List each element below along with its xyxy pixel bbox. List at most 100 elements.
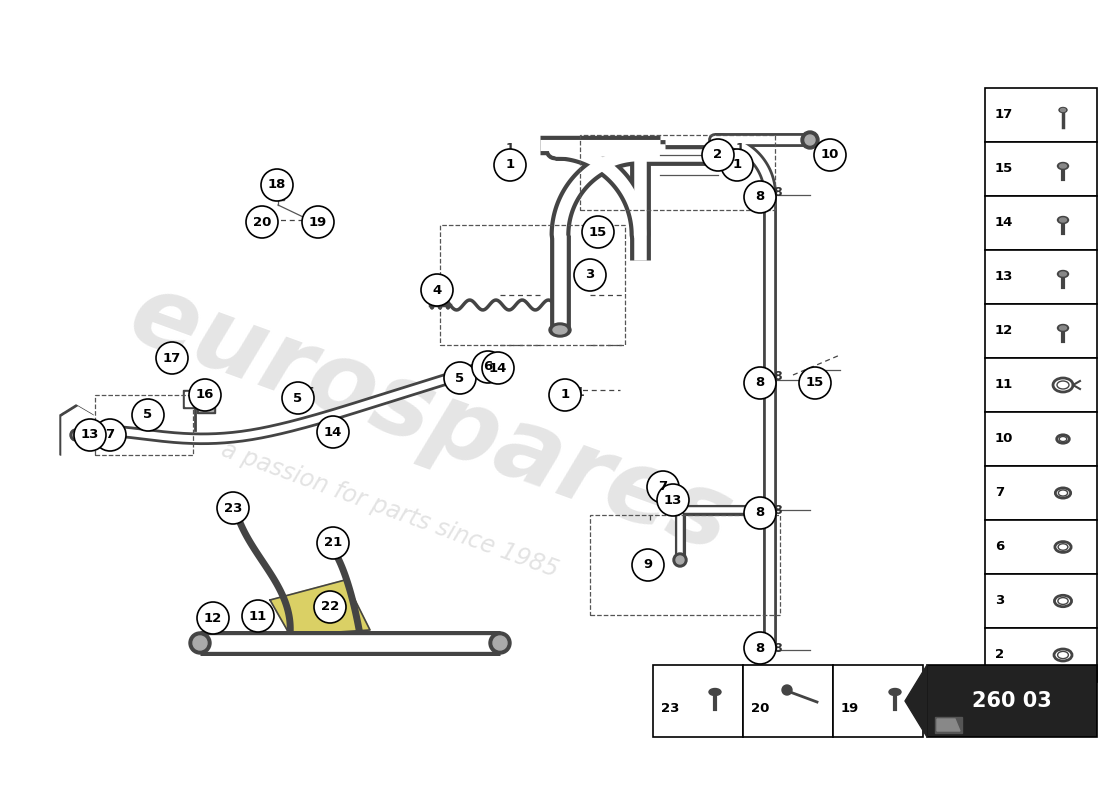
Bar — [984, 466, 1097, 520]
Bar — [580, 135, 776, 210]
Ellipse shape — [493, 636, 507, 650]
Bar — [653, 665, 742, 737]
Text: 19: 19 — [842, 702, 859, 715]
Text: 15: 15 — [806, 377, 824, 390]
Circle shape — [582, 216, 614, 248]
Ellipse shape — [801, 131, 820, 149]
Circle shape — [94, 419, 126, 451]
Polygon shape — [937, 719, 960, 731]
Circle shape — [156, 342, 188, 374]
Text: 2: 2 — [714, 149, 723, 162]
Ellipse shape — [446, 301, 450, 309]
Ellipse shape — [1058, 598, 1068, 605]
Ellipse shape — [490, 632, 512, 654]
Text: 3: 3 — [585, 269, 595, 282]
Text: 1: 1 — [736, 142, 745, 154]
Text: 9: 9 — [644, 558, 652, 571]
Circle shape — [744, 632, 775, 664]
Ellipse shape — [1057, 651, 1068, 658]
Ellipse shape — [1059, 218, 1067, 222]
Circle shape — [744, 181, 775, 213]
Text: 8: 8 — [756, 506, 764, 519]
Ellipse shape — [549, 323, 571, 337]
Text: 8: 8 — [756, 642, 764, 654]
Polygon shape — [905, 665, 927, 737]
Text: 16: 16 — [196, 389, 214, 402]
Text: 20: 20 — [751, 702, 769, 715]
Text: 23: 23 — [661, 702, 680, 715]
Text: 10: 10 — [996, 433, 1013, 446]
Bar — [199, 403, 213, 411]
Circle shape — [261, 169, 293, 201]
Ellipse shape — [1060, 109, 1066, 111]
Ellipse shape — [1059, 326, 1067, 330]
Ellipse shape — [1058, 544, 1068, 550]
Text: 14: 14 — [323, 426, 342, 438]
Text: 8: 8 — [773, 370, 782, 383]
Text: 20: 20 — [253, 215, 272, 229]
Bar — [984, 628, 1097, 682]
Text: 12: 12 — [996, 325, 1013, 338]
Bar — [984, 196, 1097, 250]
Bar — [277, 191, 284, 196]
Bar — [927, 665, 1097, 737]
Circle shape — [782, 685, 792, 695]
Text: 21: 21 — [323, 537, 342, 550]
Text: 15: 15 — [996, 162, 1013, 175]
Ellipse shape — [713, 148, 727, 162]
Text: eurospares: eurospares — [117, 266, 744, 574]
Bar — [440, 225, 625, 345]
Circle shape — [814, 139, 846, 171]
Text: 260 03: 260 03 — [972, 691, 1052, 711]
Bar — [272, 190, 284, 200]
Circle shape — [799, 367, 830, 399]
Ellipse shape — [1057, 270, 1068, 278]
Text: 5: 5 — [452, 371, 461, 385]
Circle shape — [444, 362, 476, 394]
Circle shape — [189, 379, 221, 411]
Ellipse shape — [438, 301, 442, 309]
Ellipse shape — [673, 553, 688, 567]
Bar — [984, 304, 1097, 358]
Ellipse shape — [1058, 490, 1068, 496]
Text: 22: 22 — [321, 601, 339, 614]
Circle shape — [242, 600, 274, 632]
Text: a passion for parts since 1985: a passion for parts since 1985 — [218, 438, 562, 582]
Circle shape — [482, 352, 514, 384]
Circle shape — [73, 432, 79, 438]
Text: 8: 8 — [756, 377, 764, 390]
Text: 5: 5 — [143, 409, 153, 422]
Ellipse shape — [1059, 437, 1067, 442]
Polygon shape — [60, 405, 94, 455]
Bar — [197, 401, 215, 413]
Bar — [590, 515, 780, 615]
Ellipse shape — [189, 632, 211, 654]
Text: 18: 18 — [267, 178, 286, 191]
Text: 6: 6 — [483, 361, 493, 374]
Ellipse shape — [430, 301, 434, 309]
Text: 1: 1 — [560, 389, 570, 402]
Bar — [984, 520, 1097, 574]
Text: 8: 8 — [773, 642, 782, 654]
Ellipse shape — [710, 144, 732, 166]
Circle shape — [324, 538, 336, 548]
Circle shape — [246, 206, 278, 238]
Text: 23: 23 — [223, 502, 242, 514]
Text: 11: 11 — [996, 378, 1013, 391]
Circle shape — [317, 416, 349, 448]
Circle shape — [317, 527, 349, 559]
Bar — [984, 250, 1097, 304]
Bar — [984, 358, 1097, 412]
Ellipse shape — [1059, 164, 1067, 168]
Text: 10: 10 — [821, 149, 839, 162]
Circle shape — [421, 274, 453, 306]
Ellipse shape — [889, 689, 901, 695]
Polygon shape — [270, 580, 370, 635]
Text: 8: 8 — [756, 190, 764, 203]
Bar — [95, 395, 192, 455]
Text: 19: 19 — [309, 215, 327, 229]
Bar — [984, 574, 1097, 628]
Circle shape — [744, 497, 775, 529]
Text: 14: 14 — [488, 362, 507, 374]
Circle shape — [657, 484, 689, 516]
